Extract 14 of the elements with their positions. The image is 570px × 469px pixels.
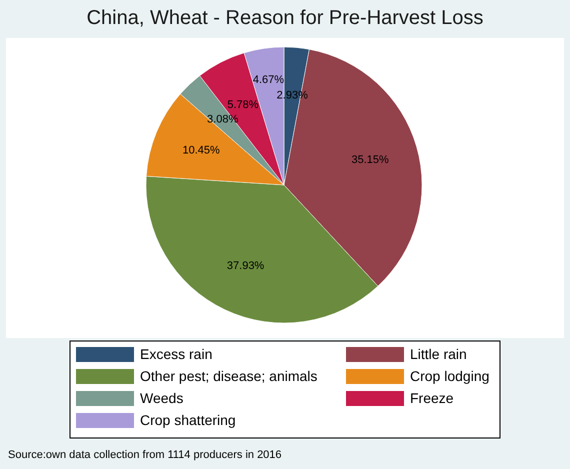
chart-title: China, Wheat - Reason for Pre-Harvest Loss bbox=[86, 7, 484, 29]
data-label: 35.15% bbox=[351, 154, 390, 166]
source-note: Source:own data collection from 1114 producers in 2016 bbox=[8, 449, 282, 461]
data-label: 5.78% bbox=[227, 99, 259, 112]
data-label: 10.45% bbox=[182, 144, 220, 157]
legend-label: Excess rain bbox=[140, 346, 212, 362]
legend-label: Crop lodging bbox=[410, 368, 490, 384]
legend-label: Other pest; disease; animals bbox=[140, 368, 318, 384]
legend-label: Little rain bbox=[410, 346, 467, 362]
legend-label: Freeze bbox=[410, 390, 454, 406]
legend-label: Crop shattering bbox=[140, 412, 236, 428]
data-label: 37.93% bbox=[226, 260, 264, 272]
legend-label: Weeds bbox=[140, 390, 184, 406]
data-label: 4.67% bbox=[252, 74, 284, 86]
